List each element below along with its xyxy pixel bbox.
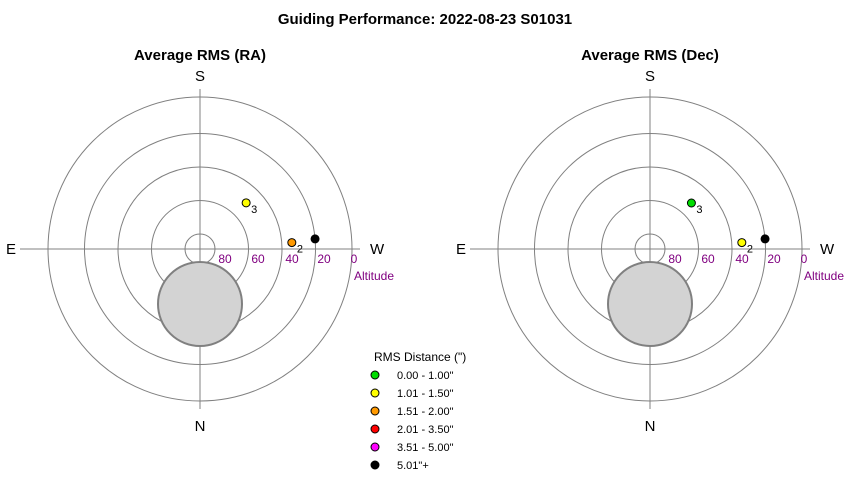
polar-chart-1: Average RMS (Dec) S N E W 80 60 40 20 0 Altitude 3 2 bbox=[456, 47, 844, 435]
altitude-tick-label: 0 bbox=[351, 252, 358, 266]
polar-chart-0: Average RMS (RA) S N E W 80 60 40 20 0 Altitude 3 2 bbox=[6, 47, 394, 435]
altitude-tick-label: 40 bbox=[285, 252, 299, 266]
legend-swatch bbox=[370, 388, 380, 398]
legend-swatch bbox=[370, 424, 380, 434]
compass-left: E bbox=[6, 241, 16, 258]
obstruction-circle bbox=[607, 261, 693, 347]
legend-swatch bbox=[370, 460, 380, 470]
legend-label: 1.01 - 1.50" bbox=[397, 388, 454, 400]
compass-top: S bbox=[645, 68, 655, 85]
chart-title: Average RMS (Dec) bbox=[581, 47, 719, 64]
compass-right: W bbox=[370, 241, 385, 258]
legend-label: 5.01"+ bbox=[397, 460, 429, 472]
legend-swatch bbox=[370, 442, 380, 452]
compass-right: W bbox=[820, 241, 835, 258]
legend: RMS Distance (") 0.00 - 1.00" 1.01 - 1.50"… bbox=[370, 350, 466, 472]
legend-swatch bbox=[370, 406, 380, 416]
altitude-tick-label: 60 bbox=[251, 252, 265, 266]
data-point-label: 3 bbox=[251, 204, 257, 216]
altitude-tick-label: 40 bbox=[735, 252, 749, 266]
polar-panels: Average RMS (RA)SNE W80 60 40 20 0Altitude32A… bbox=[6, 47, 844, 435]
altitude-tick-label: 80 bbox=[668, 252, 682, 266]
compass-top: S bbox=[195, 68, 205, 85]
legend-label: 3.51 - 5.00" bbox=[397, 442, 454, 454]
data-point-label: 2 bbox=[747, 244, 753, 256]
data-point bbox=[287, 238, 297, 248]
data-point bbox=[310, 234, 320, 244]
altitude-axis-label: Altitude bbox=[804, 269, 844, 283]
altitude-tick-label: 80 bbox=[218, 252, 232, 266]
data-point-label: 3 bbox=[696, 204, 702, 216]
altitude-tick-label: 20 bbox=[767, 252, 781, 266]
figure-title: Guiding Performance: 2022-08-23 S01031 bbox=[278, 11, 572, 28]
data-point bbox=[686, 198, 696, 208]
data-point bbox=[737, 238, 747, 248]
obstruction-circle bbox=[157, 261, 243, 347]
legend-label: 2.01 - 3.50" bbox=[397, 424, 454, 436]
altitude-tick-label: 0 bbox=[801, 252, 808, 266]
legend-title: RMS Distance (") bbox=[374, 350, 466, 364]
legend-label: 0.00 - 1.00" bbox=[397, 370, 454, 382]
compass-bottom: N bbox=[645, 418, 656, 435]
altitude-tick-label: 60 bbox=[701, 252, 715, 266]
data-point bbox=[760, 234, 770, 244]
altitude-tick-label: 20 bbox=[317, 252, 331, 266]
legend-swatch bbox=[370, 370, 380, 380]
chart-title: Average RMS (RA) bbox=[134, 47, 266, 64]
compass-bottom: N bbox=[195, 418, 206, 435]
compass-left: E bbox=[456, 241, 466, 258]
data-point-label: 2 bbox=[297, 244, 303, 256]
data-point bbox=[241, 198, 251, 208]
altitude-axis-label: Altitude bbox=[354, 269, 394, 283]
legend-label: 1.51 - 2.00" bbox=[397, 406, 454, 418]
